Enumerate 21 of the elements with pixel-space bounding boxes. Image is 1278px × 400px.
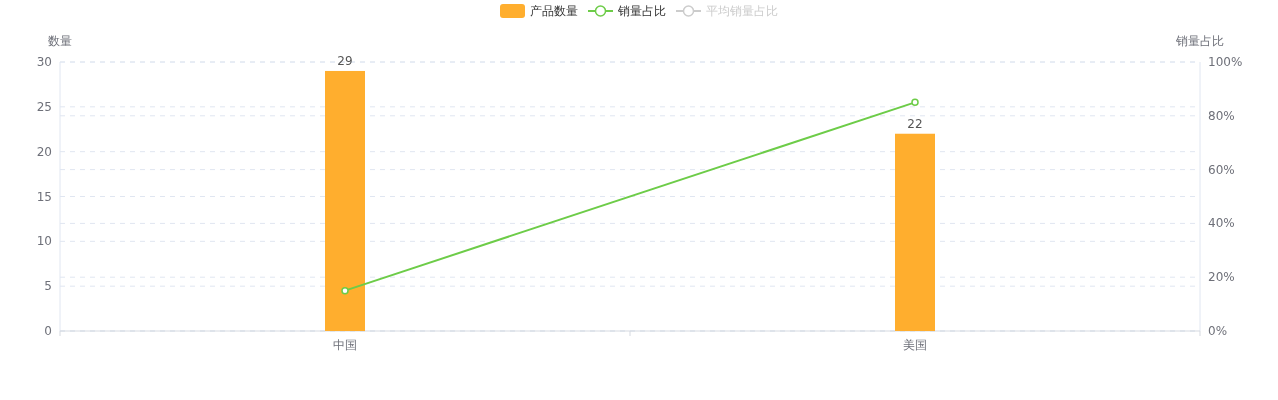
y2-tick-label: 60% (1208, 162, 1235, 177)
y-tick-label: 10 (36, 234, 52, 249)
y-axis-title: 数量 (48, 34, 72, 48)
y-tick-label: 20 (36, 144, 52, 159)
data-label: 22 (907, 116, 923, 131)
y2-tick-label: 100% (1208, 55, 1243, 69)
y-tick-label: 15 (36, 189, 52, 204)
y2-axis-title: 销量占比 (1175, 34, 1224, 48)
y-tick-label: 5 (44, 279, 52, 294)
y2-tick-label: 0% (1208, 324, 1228, 338)
y2-tick-label: 20% (1208, 270, 1235, 285)
y-tick-label: 25 (36, 99, 52, 114)
data-label: 29 (337, 53, 353, 68)
y2-tick-label: 80% (1208, 108, 1235, 123)
legend-label: 销量占比 (617, 4, 666, 18)
y-tick-label: 0 (44, 324, 52, 338)
x-tick-label: 中国 (333, 338, 357, 352)
legend-label: 产品数量 (530, 4, 578, 18)
x-tick-label: 美国 (903, 338, 927, 352)
y-tick-label: 30 (36, 55, 52, 69)
y2-tick-label: 40% (1208, 216, 1235, 231)
